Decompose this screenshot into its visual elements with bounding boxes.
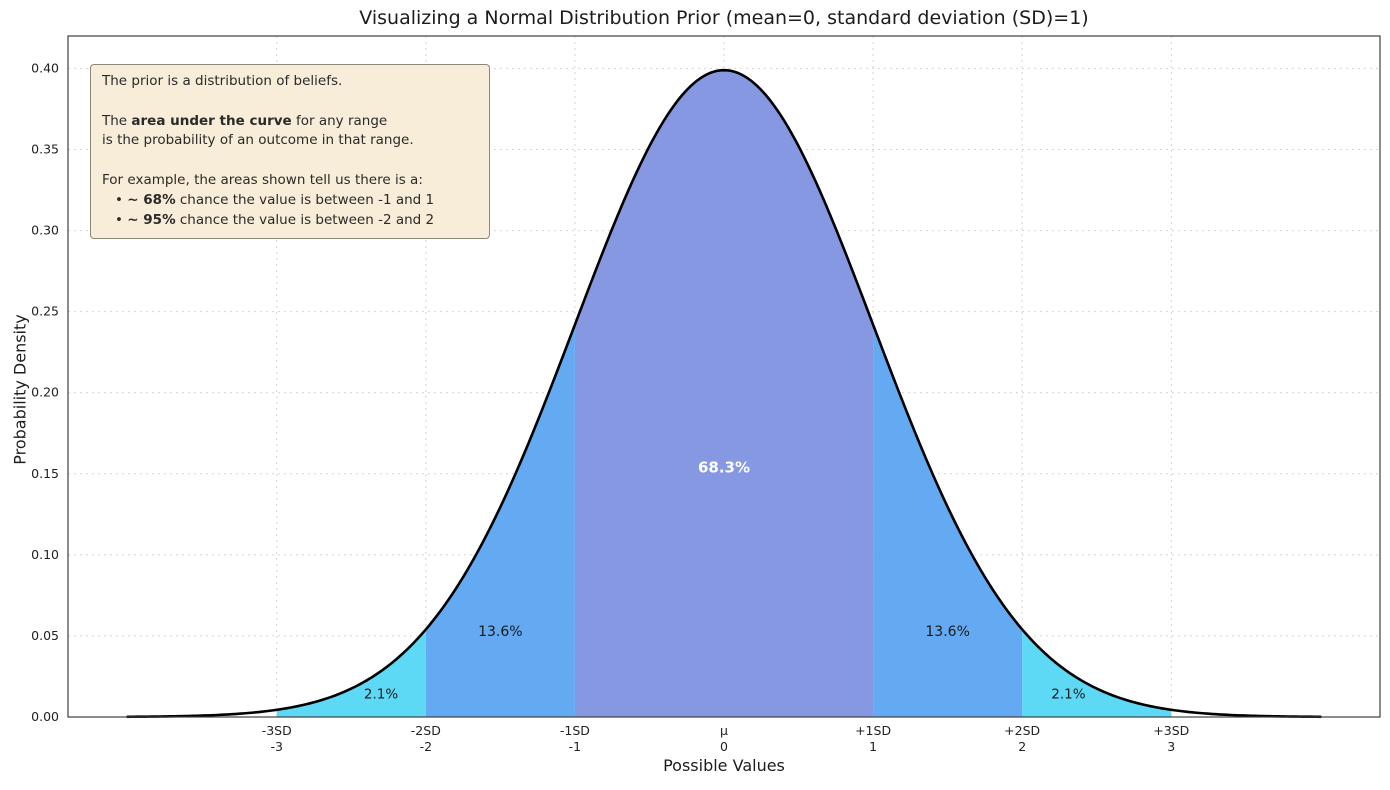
x-tick-label-value: -3 [270, 739, 282, 754]
y-tick-label: 0.35 [31, 142, 59, 157]
x-tick-label-sd: -1SD [560, 723, 590, 738]
x-tick-label-sd: -2SD [411, 723, 441, 738]
curve-path [126, 68, 1322, 719]
annotation-bullet-line: • ~ 68% chance the value is between -1 a… [102, 191, 478, 211]
annotation-line: The area under the curve for any range [102, 112, 478, 132]
annotation-text-bold: ~ 68% [127, 191, 176, 208]
x-tick-label-value: -2 [420, 739, 432, 754]
annotation-text-bold: ~ 95% [127, 211, 176, 228]
x-tick-label-value: 2 [1018, 739, 1026, 754]
region-label: 13.6% [925, 624, 969, 640]
annotation-text: The [102, 112, 132, 129]
annotation-text: for any range [291, 112, 388, 129]
annotation-text-bold: area under the curve [131, 112, 292, 129]
region-fill [574, 70, 874, 717]
region-fill [276, 629, 426, 717]
annotation-line [102, 92, 478, 112]
region-label: 2.1% [364, 686, 398, 702]
y-axis-label: Probability Density [10, 314, 30, 465]
x-axis-label: Possible Values [663, 756, 785, 775]
annotation-line: For example, the areas shown tell us the… [102, 171, 478, 191]
annotation-text: The prior is a distribution of beliefs. [102, 73, 343, 89]
x-tick-label-sd: -3SD [262, 723, 292, 738]
x-tick-label-value: 1 [869, 739, 877, 754]
y-tick-label: 0.40 [31, 60, 59, 75]
region-label: 13.6% [478, 624, 522, 640]
plot-border [67, 35, 1381, 718]
region-fill [1022, 629, 1172, 717]
annotation-text: For example, the areas shown tell us the… [102, 171, 423, 188]
annotation-text: chance the value is between -1 and 1 [175, 191, 435, 208]
y-tick-label: 0.20 [31, 385, 59, 400]
y-tick-label: 0.10 [31, 547, 59, 562]
region-label: 2.1% [1051, 686, 1085, 702]
x-tick-label-value: 3 [1167, 739, 1175, 754]
x-tick-label-sd: +2SD [1004, 723, 1040, 738]
annotation-text: chance the value is between -2 and 2 [175, 211, 435, 228]
annotation-text: is the probability of an outcome in that… [102, 132, 414, 149]
x-tick-label-sd: +3SD [1153, 723, 1189, 738]
y-tick-label: 0.25 [31, 304, 59, 319]
x-tick-label-sd: μ [720, 723, 728, 738]
y-tick-label: 0.30 [31, 223, 59, 238]
chart-title: Visualizing a Normal Distribution Prior … [359, 7, 1089, 29]
x-tick-label-value: -1 [569, 739, 581, 754]
annotation-text: • [115, 191, 128, 208]
y-tick-label: 0.00 [31, 709, 59, 724]
annotation-bullet-line: • ~ 95% chance the value is between -2 a… [102, 211, 478, 231]
annotation-line: The prior is a distribution of beliefs. [102, 72, 478, 92]
x-tick-label-sd: +1SD [855, 723, 891, 738]
annotation-line: is the probability of an outcome in that… [102, 131, 478, 151]
region-label: 68.3% [698, 458, 750, 476]
y-tick-label: 0.05 [31, 628, 59, 643]
x-tick-label-value: 0 [720, 739, 728, 754]
annotation-text: • [115, 211, 128, 228]
y-tick-label: 0.15 [31, 466, 59, 481]
annotation-box: The prior is a distribution of beliefs. … [90, 64, 490, 240]
annotation-line [102, 151, 478, 171]
